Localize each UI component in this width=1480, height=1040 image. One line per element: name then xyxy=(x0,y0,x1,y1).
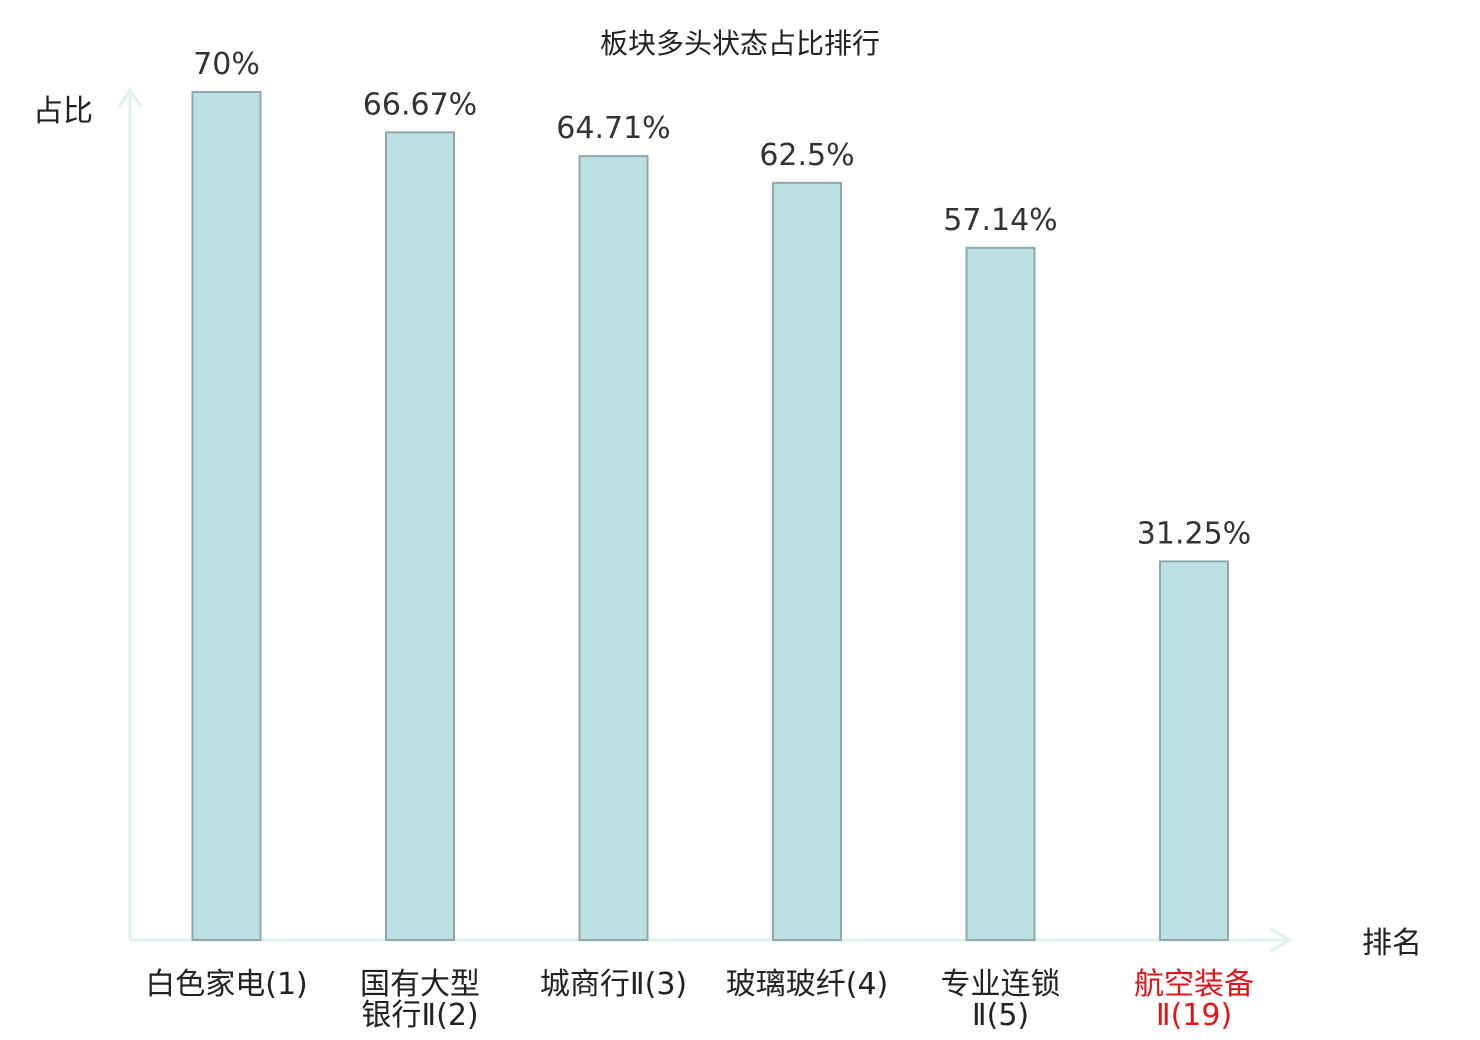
value-labels: 70% 66.67% 64.71% 62.5% 57.14% 31.25% xyxy=(193,47,1251,551)
category-label-3: 城商行Ⅱ(3) xyxy=(540,967,687,1002)
chart-title: 板块多头状态占比排行 xyxy=(600,27,880,60)
category-label-2: 国有大型银行Ⅱ(2) xyxy=(360,967,480,1033)
category-label-line: Ⅱ(19) xyxy=(1156,998,1232,1033)
value-label-5: 57.14% xyxy=(943,203,1057,238)
value-label-1: 70% xyxy=(193,47,260,82)
category-label-4: 玻璃玻纤(4) xyxy=(726,967,889,1002)
x-axis-title: 排名 xyxy=(1362,926,1422,961)
bar-6 xyxy=(1159,560,1229,942)
bar-5 xyxy=(965,246,1036,941)
category-label-line: 玻璃玻纤(4) xyxy=(726,967,889,1002)
bar-2 xyxy=(385,131,455,941)
bars xyxy=(191,91,1229,942)
y-axis-title: 占比 xyxy=(33,94,93,129)
bar-1 xyxy=(191,91,262,941)
value-label-2: 66.67% xyxy=(363,87,477,122)
category-label-line: 专业连锁 xyxy=(941,967,1061,1002)
category-labels: 白色家电(1) 国有大型银行Ⅱ(2) 城商行Ⅱ(3) 玻璃玻纤(4) 专业连锁 Ⅱ(5) 航… xyxy=(145,967,1254,1033)
category-label-line: Ⅱ(5) xyxy=(972,998,1029,1033)
x-axis-arrow xyxy=(1270,927,1292,953)
category-label-1: 白色家电(1) xyxy=(145,967,308,1002)
category-label-line: 白色家电(1) xyxy=(145,967,308,1002)
value-label-4: 62.5% xyxy=(759,138,854,173)
category-label-line: 银行Ⅱ(2) xyxy=(361,998,478,1033)
category-label-line: 国有大型 xyxy=(360,967,480,1002)
category-label-line: 航空装备 xyxy=(1134,967,1254,1002)
value-label-3: 64.71% xyxy=(556,111,670,146)
bar-4 xyxy=(772,181,842,942)
y-axis-arrow xyxy=(117,87,143,108)
category-label-line: 城商行Ⅱ(3) xyxy=(540,967,687,1002)
category-label-6: 航空装备 Ⅱ(19) xyxy=(1134,967,1254,1033)
axes xyxy=(117,87,1292,953)
bar-3 xyxy=(578,155,649,941)
value-label-6: 31.25% xyxy=(1137,516,1251,551)
category-label-5: 专业连锁 Ⅱ(5) xyxy=(941,967,1061,1033)
